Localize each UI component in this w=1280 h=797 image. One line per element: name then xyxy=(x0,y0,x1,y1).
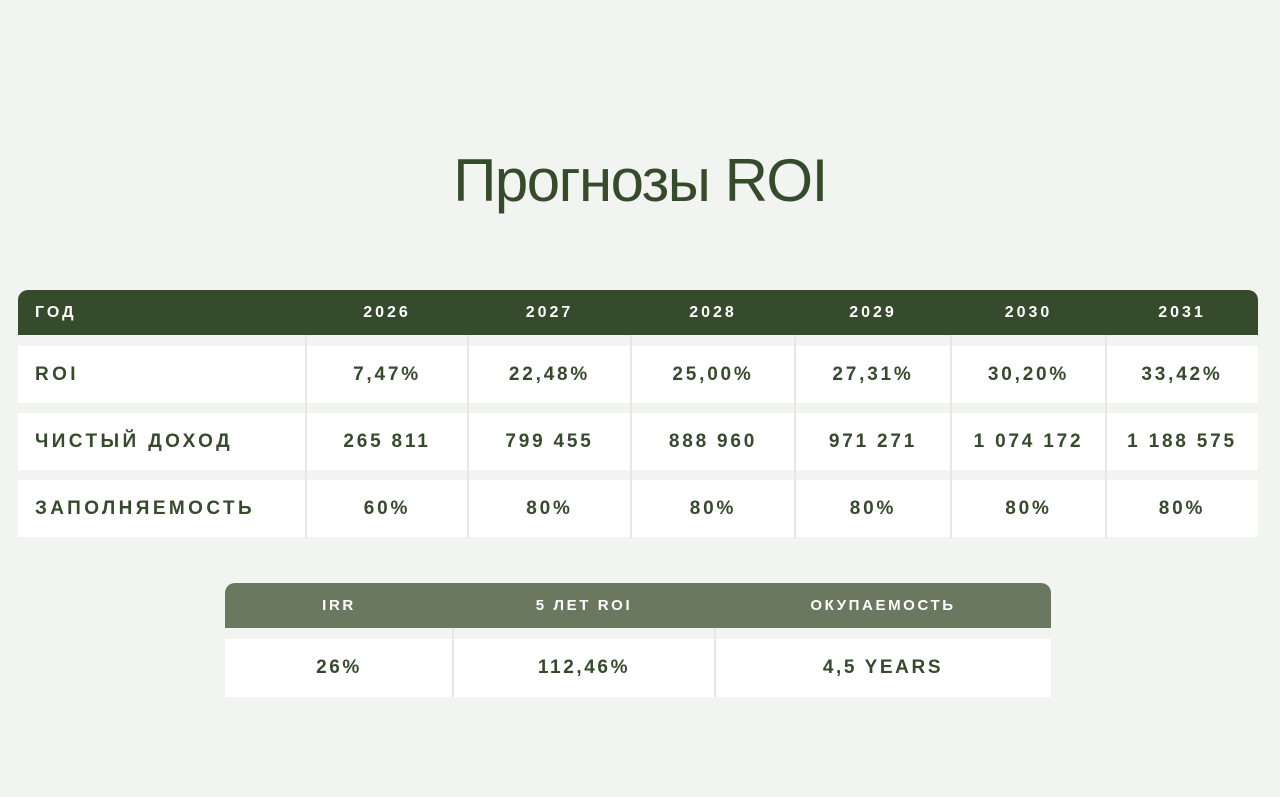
row-label: ЗАПОЛНЯЕМОСТЬ xyxy=(35,497,256,519)
table-cell: 888 960 xyxy=(668,430,758,452)
table-header-row: ГОД 2026 2027 2028 2029 2030 2031 xyxy=(18,290,1258,335)
table-cell: 971 271 xyxy=(828,430,918,452)
header-year-2026: 2026 xyxy=(363,303,411,321)
table-cell: 80% xyxy=(1158,497,1206,519)
header-year-2027: 2027 xyxy=(525,303,574,321)
row-label: ROI xyxy=(35,363,79,385)
header-payback: ОКУПАЕМОСТЬ xyxy=(810,597,956,614)
table-row-occupancy: ЗАПОЛНЯЕМОСТЬ 60% 80% 80% 80% 80% 80% xyxy=(18,480,1258,537)
table-cell: 80% xyxy=(1005,497,1052,519)
table-cell: 799 455 xyxy=(505,430,594,452)
irr-value: 26% xyxy=(316,657,362,678)
table-cell: 27,31% xyxy=(832,363,914,385)
summary-values-row: 26% 112,46% 4,5 YEARS xyxy=(225,639,1051,697)
header-year-2031: 2031 xyxy=(1158,303,1206,321)
roi-forecast-table: ГОД 2026 2027 2028 2029 2030 2031 ROI 7,… xyxy=(18,290,1258,537)
table-cell: 30,20% xyxy=(987,363,1070,385)
table-cell: 80% xyxy=(849,497,897,519)
page-title: Прогнозы ROI xyxy=(453,147,828,214)
header-5-year-roi: 5 ЛЕТ ROI xyxy=(535,597,633,614)
table-cell: 80% xyxy=(689,497,737,519)
table-cell: 25,00% xyxy=(672,363,754,385)
table-row-roi: ROI 7,47% 22,48% 25,00% 27,31% 30,20% 33… xyxy=(18,346,1258,403)
table-cell: 80% xyxy=(526,497,573,519)
5-year-roi-value: 112,46% xyxy=(537,657,631,678)
header-year-2030: 2030 xyxy=(1004,303,1053,321)
table-cell: 1 074 172 xyxy=(973,430,1084,452)
header-year-2028: 2028 xyxy=(689,303,737,321)
table-cell: 22,48% xyxy=(508,363,591,385)
table-cell: 1 188 575 xyxy=(1127,430,1237,452)
header-year-label: ГОД xyxy=(35,303,77,321)
table-cell: 60% xyxy=(363,497,411,519)
table-cell: 7,47% xyxy=(353,363,421,385)
table-cell: 265 811 xyxy=(343,430,431,452)
header-irr: IRR xyxy=(322,597,356,614)
table-row-net-income: ЧИСТЫЙ ДОХОД 265 811 799 455 888 960 971… xyxy=(18,413,1258,470)
table-cell: 33,42% xyxy=(1141,363,1223,385)
row-label: ЧИСТЫЙ ДОХОД xyxy=(35,430,234,452)
header-year-2029: 2029 xyxy=(849,303,897,321)
summary-header-row: IRR 5 ЛЕТ ROI ОКУПАЕМОСТЬ xyxy=(225,583,1051,628)
payback-value: 4,5 YEARS xyxy=(822,657,944,678)
summary-metrics-table: IRR 5 ЛЕТ ROI ОКУПАЕМОСТЬ 26% 112,46% 4,… xyxy=(225,583,1051,697)
